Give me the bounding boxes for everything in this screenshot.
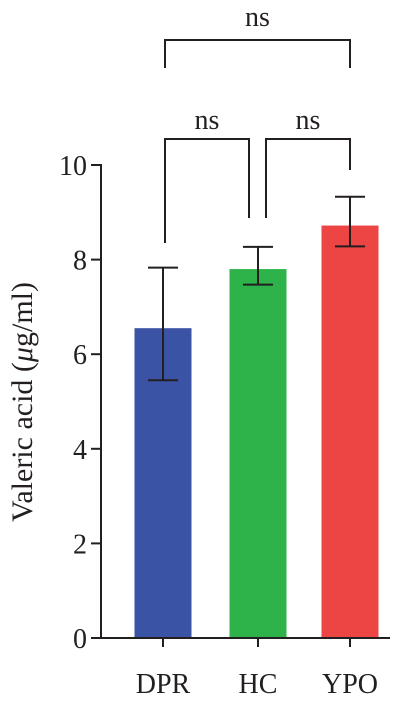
y-tick-label-2: 2	[73, 529, 87, 560]
y-tick-label-6: 6	[73, 340, 87, 371]
significance-bracket-hc-ypo	[265, 138, 351, 218]
y-tick-label-0: 0	[73, 624, 87, 655]
significance-bracket-dpr-hc	[164, 138, 250, 243]
x-tick-label-dpr: DPR	[136, 669, 191, 700]
y-axis-title: Valeric acid (μg/ml)	[6, 282, 39, 522]
bar-hc	[229, 269, 287, 638]
significance-label-hc-ypo: ns	[296, 105, 321, 136]
x-tick-label-ypo: YPO	[322, 669, 378, 700]
plot-area: DPR HC YPO 0 2 4 6 8 10 ns ns ns	[59, 2, 390, 700]
y-tick-label-4: 4	[73, 435, 87, 466]
x-tick-label-hc: HC	[239, 669, 278, 700]
bar-ypo	[321, 225, 379, 638]
y-tick-label-8: 8	[73, 246, 87, 277]
significance-label-dpr-hc: ns	[195, 105, 220, 136]
significance-label-dpr-ypo: ns	[245, 2, 270, 33]
y-tick-label-10: 10	[59, 151, 87, 182]
significance-bracket-dpr-ypo	[164, 39, 351, 68]
